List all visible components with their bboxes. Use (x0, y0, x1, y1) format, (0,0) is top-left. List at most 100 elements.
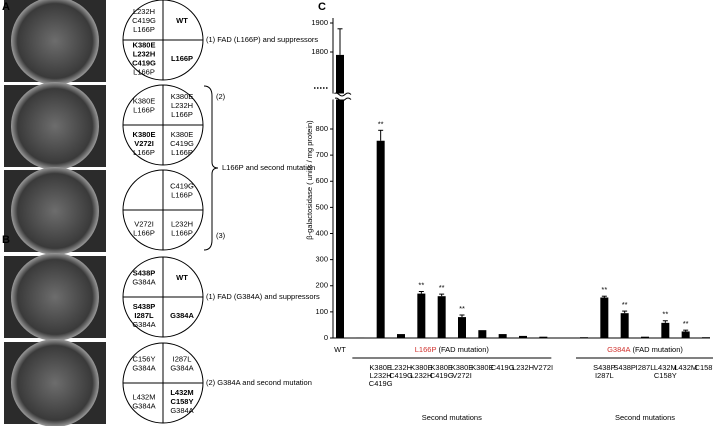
y-tick-label: 0 (324, 333, 328, 342)
significance: ** (601, 285, 607, 294)
y-tick-label: 300 (315, 255, 328, 264)
bar (376, 140, 385, 338)
x-tick-label: S438P I287L (593, 363, 616, 380)
x-tick-label: L432M C158Y (654, 363, 677, 380)
y-tick-label: 600 (315, 176, 328, 185)
axis-break (334, 93, 346, 100)
significance: ** (459, 304, 465, 313)
group-caption: Second mutations (422, 413, 482, 422)
genotype-label: S438P (133, 302, 156, 311)
bar (356, 337, 365, 338)
x-tick-label: K380E L232H (410, 363, 433, 380)
bar (336, 54, 344, 339)
x-tick-label: L232H (512, 363, 534, 372)
genotype-label: L166P (133, 105, 155, 114)
significance: ** (662, 310, 668, 319)
diagram-note: (2) (216, 92, 226, 101)
bar (397, 334, 405, 338)
axis-break (332, 97, 352, 102)
bar (478, 330, 487, 338)
genotype-label: L166P (133, 148, 155, 157)
bar (600, 297, 609, 338)
bar (620, 313, 629, 338)
genotype-label: I287L (173, 354, 192, 363)
genotype-label: WT (176, 16, 188, 25)
genotype-label: G384A (170, 406, 193, 415)
genotype-label: G384A (132, 401, 155, 410)
genotype-label: V272I (134, 219, 154, 228)
bar (539, 336, 548, 338)
significance: ** (622, 300, 628, 309)
y-tick-label: 500 (315, 202, 328, 211)
x-tick-label: V272I (534, 363, 554, 372)
group-note: (FAD mutation) (438, 345, 489, 354)
x-tick-label: L432M (674, 363, 697, 372)
group-label: L166P (FAD mutation) (415, 345, 490, 354)
genotype-label: K380E (133, 96, 156, 105)
genotype-label: G384A (170, 363, 193, 372)
y-tick-label: 1900 (311, 18, 328, 27)
genotype-label: G384A (132, 320, 155, 329)
genotype-label: G384A (132, 277, 155, 286)
bar (681, 331, 690, 338)
bar (661, 322, 670, 338)
genotype-label: K380E (133, 130, 156, 139)
genotype-label: L166P (171, 190, 193, 199)
bar (458, 317, 466, 338)
genotype-label: C419G (132, 16, 156, 25)
axis-break (332, 92, 352, 97)
genotype-label: C158Y (171, 397, 194, 406)
genotype-label: L166P (171, 228, 193, 237)
genotype-label: L166P (133, 67, 155, 76)
group-note: (FAD mutation) (632, 345, 683, 354)
significance: ** (378, 119, 384, 128)
axis-break (331, 93, 335, 100)
genotype-label: L166P (133, 228, 155, 237)
panel-label: B (2, 234, 10, 246)
bar (498, 334, 507, 338)
genotype-label: L432M (133, 392, 156, 401)
genotype-label: I287L (134, 311, 154, 320)
genotype-label: L166P (133, 25, 155, 34)
group-label: G384A (FAD mutation) (607, 345, 683, 354)
genotype-label: L232H (133, 7, 155, 16)
x-tick-label: K380E V272I (451, 363, 474, 380)
genotype-label: L232H (133, 49, 156, 58)
y-tick-label: 400 (315, 228, 328, 237)
y-tick-label: 1800 (311, 47, 328, 56)
genotype-label: L232H (171, 101, 193, 110)
genotype-label: C419G (132, 58, 156, 67)
y-tick-label: 100 (315, 307, 328, 316)
genotype-label: K380E (171, 130, 194, 139)
y-tick-label: 800 (315, 124, 328, 133)
diagram-note: (3) (216, 231, 226, 240)
x-tick-label: L232H C419G (389, 363, 413, 380)
x-tick-label: K380E C419G (430, 363, 454, 380)
group-mutation: L166P (415, 345, 437, 354)
genotype-label: C156Y (133, 354, 156, 363)
genotype-label: L232H (171, 219, 193, 228)
significance: ** (439, 283, 445, 292)
diagram-note: (2) G384A and second mutation (206, 378, 312, 387)
x-tick-label: K380E (471, 363, 494, 372)
x-tick-label: C419G (491, 363, 515, 372)
genotype-label: G384A (170, 311, 194, 320)
y-tick-label: 700 (315, 150, 328, 159)
genotype-label: WT (176, 273, 188, 282)
genotype-label: L166P (171, 110, 193, 119)
x-tick-label: I287L (636, 363, 655, 372)
x-tick-label: WT (334, 345, 346, 354)
y-tick-label: 200 (315, 281, 328, 290)
x-tick-label: K380E L232H C419G (369, 363, 393, 388)
bar (417, 293, 426, 338)
diagram-note: (1) FAD (G384A) and suppressors (206, 292, 320, 301)
genotype-label: V272I (134, 139, 154, 148)
bar (437, 296, 446, 338)
x-tick-label: S438P (613, 363, 636, 372)
bar (519, 335, 527, 338)
group-mutation: G384A (607, 345, 630, 354)
genotype-label: G384A (132, 363, 155, 372)
significance: ** (683, 319, 689, 328)
bracket-note: L166P and second mutation (222, 163, 315, 172)
